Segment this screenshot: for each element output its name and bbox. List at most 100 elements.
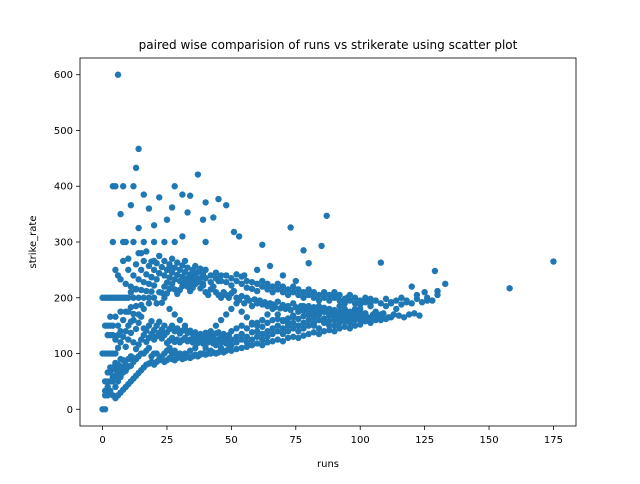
x-tick-label: 175 bbox=[544, 435, 563, 446]
data-point bbox=[125, 336, 132, 343]
data-point bbox=[223, 202, 230, 209]
data-point bbox=[331, 290, 338, 297]
data-point bbox=[238, 292, 245, 300]
data-point bbox=[326, 322, 333, 329]
data-point bbox=[140, 191, 147, 198]
data-point bbox=[351, 322, 359, 329]
data-point bbox=[228, 328, 235, 335]
data-point bbox=[300, 325, 307, 332]
data-point bbox=[295, 334, 302, 342]
data-point bbox=[238, 308, 245, 315]
data-point bbox=[119, 357, 127, 364]
data-point bbox=[135, 276, 142, 283]
data-point bbox=[393, 305, 400, 313]
data-point bbox=[153, 350, 160, 357]
data-point bbox=[431, 267, 439, 275]
data-point bbox=[109, 322, 117, 329]
data-point bbox=[346, 325, 354, 332]
data-point bbox=[166, 274, 173, 281]
data-point bbox=[174, 325, 181, 332]
data-point bbox=[323, 212, 330, 219]
data-point bbox=[143, 248, 150, 255]
data-point bbox=[290, 325, 297, 332]
data-point bbox=[125, 308, 132, 315]
data-point bbox=[233, 345, 240, 353]
data-point bbox=[148, 317, 155, 325]
data-point bbox=[411, 310, 418, 317]
x-axis-label: runs bbox=[317, 459, 339, 470]
data-point bbox=[320, 319, 328, 327]
data-point bbox=[274, 322, 281, 329]
data-point bbox=[212, 275, 220, 282]
data-point bbox=[238, 336, 245, 343]
data-point bbox=[101, 406, 109, 413]
data-point bbox=[130, 272, 137, 279]
data-point bbox=[357, 321, 364, 328]
data-point bbox=[132, 164, 140, 172]
data-point bbox=[204, 291, 212, 299]
data-point bbox=[305, 310, 312, 317]
data-point bbox=[434, 291, 441, 299]
data-point bbox=[326, 326, 333, 334]
data-point bbox=[305, 322, 312, 329]
y-tick-label: 200 bbox=[54, 293, 73, 304]
data-point bbox=[331, 328, 338, 335]
data-point bbox=[140, 278, 147, 286]
data-point bbox=[315, 330, 323, 338]
data-point bbox=[305, 259, 312, 267]
data-point bbox=[130, 339, 137, 346]
data-point bbox=[550, 258, 557, 265]
data-point bbox=[331, 310, 338, 317]
data-point bbox=[424, 294, 431, 301]
data-point bbox=[367, 295, 374, 303]
data-point bbox=[158, 263, 166, 271]
data-point bbox=[156, 318, 163, 325]
data-point bbox=[223, 278, 230, 286]
data-point bbox=[315, 325, 323, 332]
data-point bbox=[127, 318, 135, 325]
data-point bbox=[367, 300, 374, 307]
data-point bbox=[253, 287, 261, 295]
data-point bbox=[248, 336, 256, 343]
data-point bbox=[259, 323, 266, 330]
data-point bbox=[202, 266, 209, 274]
data-point bbox=[228, 305, 235, 313]
data-point bbox=[168, 322, 176, 329]
data-point bbox=[117, 276, 124, 283]
data-point bbox=[117, 308, 124, 315]
data-point bbox=[217, 316, 225, 324]
data-point bbox=[264, 311, 271, 318]
data-point bbox=[223, 311, 230, 318]
data-point bbox=[372, 316, 379, 324]
data-point bbox=[284, 322, 292, 329]
data-point bbox=[253, 333, 261, 340]
data-point bbox=[166, 261, 173, 268]
data-point bbox=[137, 301, 145, 309]
data-point bbox=[315, 291, 323, 299]
data-point bbox=[153, 276, 160, 283]
data-point bbox=[148, 288, 155, 295]
data-point bbox=[336, 302, 343, 310]
data-point bbox=[163, 216, 171, 223]
data-point bbox=[405, 311, 413, 318]
data-point bbox=[212, 269, 220, 276]
data-point bbox=[150, 222, 158, 229]
data-point bbox=[117, 363, 124, 370]
data-point bbox=[318, 242, 325, 250]
data-point bbox=[279, 325, 287, 332]
data-point bbox=[269, 330, 276, 338]
data-point bbox=[137, 286, 145, 294]
data-point bbox=[171, 347, 178, 354]
data-point bbox=[130, 183, 137, 190]
data-point bbox=[194, 171, 202, 178]
data-point bbox=[377, 259, 385, 266]
x-tick-label: 100 bbox=[351, 435, 370, 446]
data-point bbox=[243, 333, 251, 340]
data-point bbox=[156, 252, 163, 260]
data-point bbox=[148, 273, 155, 281]
data-point bbox=[238, 273, 245, 280]
data-point bbox=[107, 313, 114, 320]
data-point bbox=[186, 192, 194, 199]
data-point bbox=[362, 299, 369, 306]
